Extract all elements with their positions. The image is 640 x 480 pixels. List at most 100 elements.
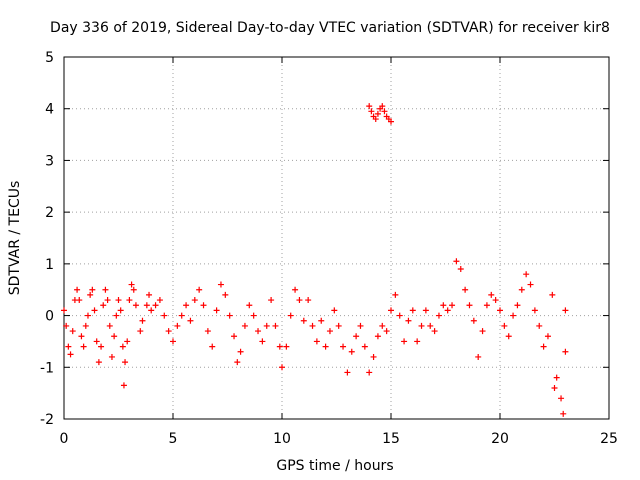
data-point	[76, 297, 83, 304]
data-point	[120, 382, 127, 389]
data-point	[259, 338, 266, 345]
data-point	[65, 343, 72, 350]
data-point	[300, 317, 307, 324]
data-point	[466, 302, 473, 309]
data-point	[98, 343, 105, 350]
data-point	[540, 343, 547, 350]
data-point	[67, 351, 74, 358]
data-point	[366, 103, 373, 110]
data-point	[106, 322, 113, 329]
data-point	[309, 322, 316, 329]
data-point	[237, 348, 244, 355]
data-point	[518, 286, 525, 293]
data-point	[313, 338, 320, 345]
data-points	[61, 103, 569, 417]
data-point	[368, 108, 375, 115]
y-tick-label: 5	[45, 50, 54, 66]
data-point	[492, 297, 499, 304]
data-point	[562, 348, 569, 355]
data-point	[174, 322, 181, 329]
data-point	[91, 307, 98, 314]
data-point	[374, 110, 381, 117]
data-point	[501, 322, 508, 329]
data-point	[272, 322, 279, 329]
x-tick-label: 25	[600, 431, 618, 447]
data-point	[111, 333, 118, 340]
data-point	[318, 317, 325, 324]
y-tick-label: 2	[45, 205, 54, 221]
data-point	[213, 307, 220, 314]
data-point	[444, 307, 451, 314]
data-point	[87, 291, 94, 298]
data-point	[379, 103, 386, 110]
data-point	[108, 353, 115, 360]
data-point	[279, 364, 285, 371]
data-point	[553, 374, 560, 381]
data-point	[74, 286, 81, 293]
data-point	[388, 307, 394, 314]
data-point	[531, 307, 538, 314]
data-point	[161, 312, 168, 319]
data-point	[322, 343, 329, 350]
x-tick-label: 10	[273, 431, 291, 447]
data-point	[514, 302, 521, 309]
data-point	[132, 302, 139, 309]
data-point	[488, 291, 495, 298]
data-point	[104, 297, 111, 304]
data-point	[427, 322, 434, 329]
data-point	[95, 359, 102, 366]
data-point	[143, 302, 150, 309]
data-point	[139, 317, 146, 324]
axis-ticks	[63, 56, 610, 420]
data-point	[69, 328, 76, 335]
data-point	[234, 359, 241, 366]
data-point	[255, 328, 262, 335]
data-point	[209, 343, 216, 350]
data-point	[510, 312, 517, 319]
data-point	[401, 338, 408, 345]
y-tick-label: 4	[45, 102, 54, 118]
x-axis-label: GPS time / hours	[276, 458, 393, 474]
data-point	[562, 307, 569, 314]
data-point	[204, 328, 211, 335]
data-point	[449, 302, 456, 309]
data-point	[483, 302, 490, 309]
data-point	[551, 384, 558, 391]
y-tick-label: 1	[45, 257, 54, 273]
data-point	[396, 312, 403, 319]
data-point	[196, 286, 203, 293]
data-point	[331, 307, 338, 314]
data-point	[276, 343, 283, 350]
data-point	[128, 281, 135, 288]
plot-frame	[63, 56, 610, 420]
y-tick-label: 0	[45, 309, 54, 325]
data-point	[117, 307, 124, 314]
data-point	[409, 307, 416, 314]
data-point	[200, 302, 207, 309]
data-point	[119, 343, 126, 350]
data-point	[170, 338, 176, 345]
y-tick-labels: -2 -1 0 1 2 3 4 5	[40, 50, 54, 428]
data-point	[102, 286, 109, 293]
data-point	[246, 302, 253, 309]
data-point	[366, 369, 373, 376]
data-point	[283, 343, 290, 350]
data-point	[263, 322, 270, 329]
data-point	[549, 291, 556, 298]
y-tick-label: -1	[40, 360, 54, 376]
data-point	[61, 307, 67, 314]
data-point	[462, 286, 469, 293]
data-point	[287, 312, 294, 319]
data-point	[152, 302, 159, 309]
data-point	[231, 333, 238, 340]
data-point	[130, 286, 137, 293]
data-point	[296, 297, 303, 304]
data-point	[383, 328, 390, 335]
data-point	[191, 297, 198, 304]
data-point	[305, 297, 312, 304]
data-point	[536, 322, 543, 329]
data-point	[453, 258, 460, 265]
data-point	[348, 348, 355, 355]
data-point	[372, 116, 379, 123]
data-point	[148, 307, 155, 314]
